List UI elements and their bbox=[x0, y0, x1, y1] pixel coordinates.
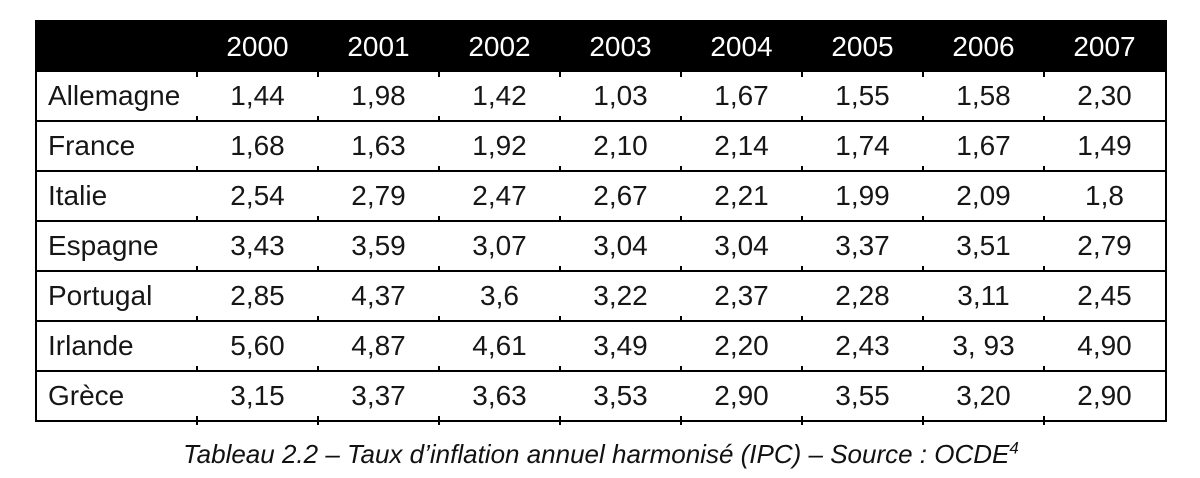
value-cell: 3,07 bbox=[438, 222, 560, 277]
value-cell: 2,28 bbox=[801, 272, 923, 327]
value-cell: 1,55 bbox=[801, 70, 923, 127]
table-row: Portugal 2,85 4,37 3,6 3,22 2,37 2,28 3,… bbox=[37, 272, 1165, 327]
value-cell: 3,37 bbox=[317, 372, 439, 425]
value-cell: 1,8 bbox=[1043, 172, 1165, 227]
row-label: Allemagne bbox=[37, 72, 197, 122]
value-cell: 1,49 bbox=[1043, 122, 1165, 177]
value-cell: 1,98 bbox=[317, 70, 439, 127]
value-cell: 3,43 bbox=[196, 222, 318, 277]
value-cell: 3,11 bbox=[922, 272, 1044, 327]
value-cell: 4,37 bbox=[317, 272, 439, 327]
table-row: Grèce 3,15 3,37 3,63 3,53 2,90 3,55 3,20… bbox=[37, 372, 1165, 425]
value-cell: 3,53 bbox=[559, 372, 681, 425]
year-header-cell: 2000 bbox=[197, 22, 318, 72]
value-cell: 3,22 bbox=[559, 272, 681, 327]
value-cell: 3,51 bbox=[922, 222, 1044, 277]
row-label: Grèce bbox=[37, 372, 197, 420]
row-label: Italie bbox=[37, 172, 197, 222]
value-cell: 1,03 bbox=[559, 70, 681, 127]
value-cell: 3,49 bbox=[559, 322, 681, 377]
value-cell: 2,47 bbox=[438, 172, 560, 227]
value-cell: 1,58 bbox=[922, 70, 1044, 127]
table-row: Italie 2,54 2,79 2,47 2,67 2,21 1,99 2,0… bbox=[37, 172, 1165, 227]
value-cell: 1,92 bbox=[438, 122, 560, 177]
value-cell: 1,63 bbox=[317, 122, 439, 177]
value-cell: 2,79 bbox=[1043, 222, 1165, 277]
value-cell: 3,20 bbox=[922, 372, 1044, 425]
value-cell: 2,37 bbox=[680, 272, 802, 327]
row-label: Portugal bbox=[37, 272, 197, 322]
corner-cell bbox=[37, 22, 197, 72]
year-header-cell: 2002 bbox=[439, 22, 560, 72]
value-cell: 1,44 bbox=[196, 70, 318, 127]
inflation-table: 2000 2001 2002 2003 2004 2005 2006 2007 … bbox=[35, 20, 1167, 425]
year-header-cell: 2006 bbox=[923, 22, 1044, 72]
value-cell: 2,85 bbox=[196, 272, 318, 327]
value-cell: 2,43 bbox=[801, 322, 923, 377]
value-cell: 1,68 bbox=[196, 122, 318, 177]
value-cell: 3,59 bbox=[317, 222, 439, 277]
row-label: Espagne bbox=[37, 222, 197, 272]
value-cell: 3,6 bbox=[438, 272, 560, 327]
value-cell: 2,10 bbox=[559, 122, 681, 177]
value-cell: 5,60 bbox=[196, 322, 318, 377]
value-cell: 3,37 bbox=[801, 222, 923, 277]
value-cell: 3,04 bbox=[559, 222, 681, 277]
year-header-cell: 2004 bbox=[681, 22, 802, 72]
value-cell: 4,87 bbox=[317, 322, 439, 377]
value-cell: 2,54 bbox=[196, 172, 318, 227]
value-cell: 3,04 bbox=[680, 222, 802, 277]
value-cell: 3,15 bbox=[196, 372, 318, 425]
value-cell: 2,90 bbox=[680, 372, 802, 425]
value-cell: 2,79 bbox=[317, 172, 439, 227]
table-row: Allemagne 1,44 1,98 1,42 1,03 1,67 1,55 … bbox=[37, 70, 1165, 127]
value-cell: 1,99 bbox=[801, 172, 923, 227]
value-cell: 1,67 bbox=[922, 122, 1044, 177]
value-cell: 3, 93 bbox=[922, 322, 1044, 377]
caption-text: Tableau 2.2 – Taux d’inflation annuel ha… bbox=[183, 439, 1010, 469]
year-header-cell: 2005 bbox=[802, 22, 923, 72]
value-cell: 1,42 bbox=[438, 70, 560, 127]
value-cell: 2,67 bbox=[559, 172, 681, 227]
row-label: Irlande bbox=[37, 322, 197, 372]
table-header-row: 2000 2001 2002 2003 2004 2005 2006 2007 bbox=[37, 22, 1165, 72]
value-cell: 2,30 bbox=[1043, 70, 1165, 127]
value-cell: 2,09 bbox=[922, 172, 1044, 227]
row-label: France bbox=[37, 122, 197, 172]
table-row: Irlande 5,60 4,87 4,61 3,49 2,20 2,43 3,… bbox=[37, 322, 1165, 377]
table-caption: Tableau 2.2 – Taux d’inflation annuel ha… bbox=[35, 439, 1167, 470]
value-cell: 3,55 bbox=[801, 372, 923, 425]
value-cell: 3,63 bbox=[438, 372, 560, 425]
year-header-cell: 2007 bbox=[1044, 22, 1165, 72]
table-row: Espagne 3,43 3,59 3,07 3,04 3,04 3,37 3,… bbox=[37, 222, 1165, 277]
caption-superscript: 4 bbox=[1009, 438, 1019, 458]
value-cell: 1,67 bbox=[680, 70, 802, 127]
value-cell: 2,45 bbox=[1043, 272, 1165, 327]
value-cell: 2,21 bbox=[680, 172, 802, 227]
year-header-cell: 2003 bbox=[560, 22, 681, 72]
value-cell: 4,61 bbox=[438, 322, 560, 377]
value-cell: 4,90 bbox=[1043, 322, 1165, 377]
value-cell: 1,74 bbox=[801, 122, 923, 177]
year-header-cell: 2001 bbox=[318, 22, 439, 72]
value-cell: 2,14 bbox=[680, 122, 802, 177]
table-row: France 1,68 1,63 1,92 2,10 2,14 1,74 1,6… bbox=[37, 122, 1165, 177]
value-cell: 2,90 bbox=[1043, 372, 1165, 425]
value-cell: 2,20 bbox=[680, 322, 802, 377]
